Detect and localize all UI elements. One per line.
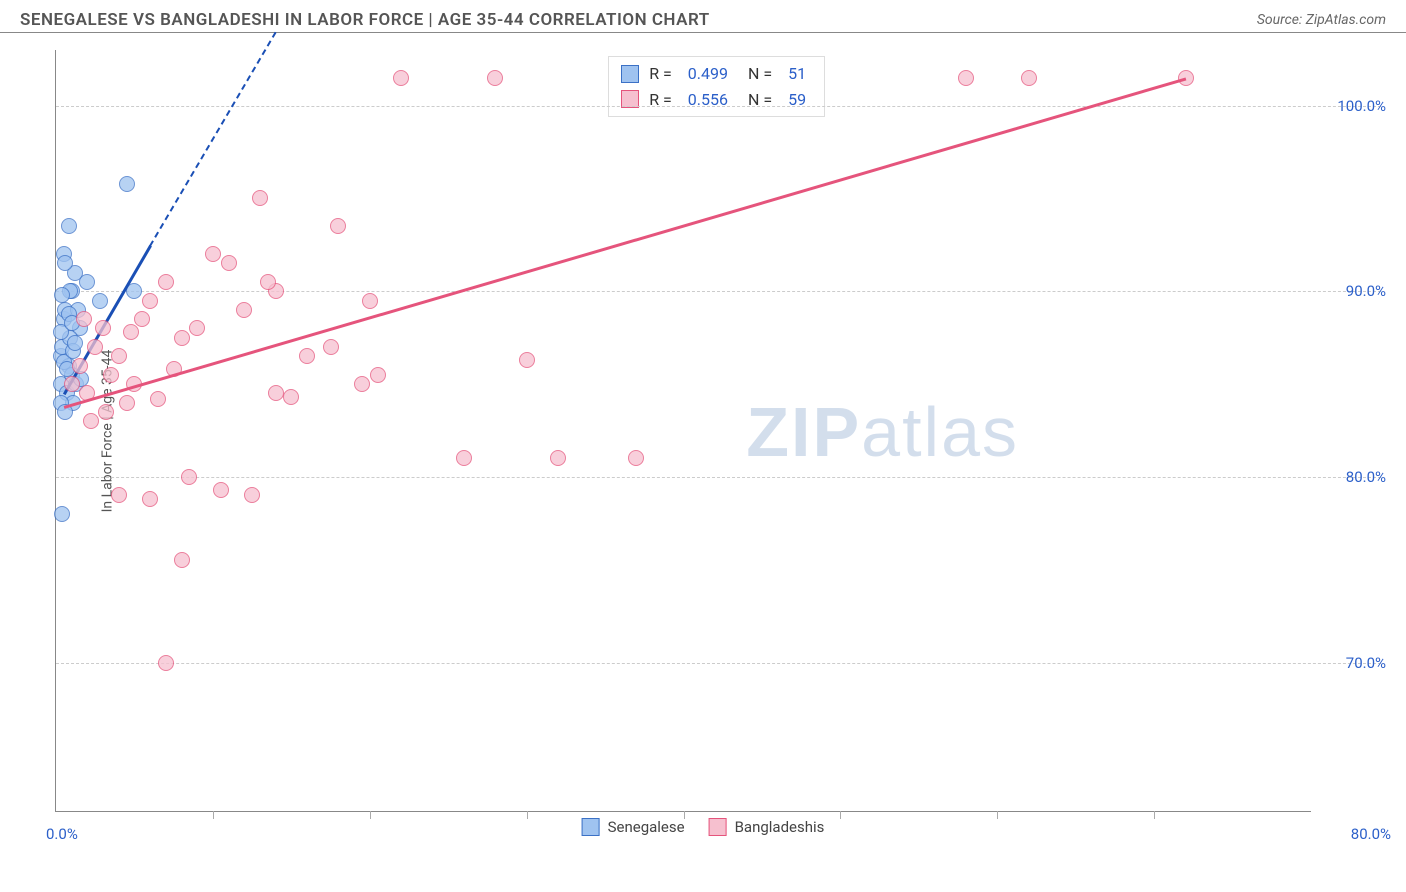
data-point xyxy=(103,367,119,383)
stat-label: N = xyxy=(744,87,772,113)
data-point xyxy=(244,487,260,503)
data-point xyxy=(354,376,370,392)
trend-line xyxy=(63,78,1185,409)
data-point xyxy=(205,246,221,262)
data-point xyxy=(393,70,409,86)
x-tick xyxy=(213,811,214,819)
data-point xyxy=(150,391,166,407)
legend-item: Bangladeshis xyxy=(709,818,825,836)
legend-item: Senegalese xyxy=(582,818,685,836)
data-point xyxy=(64,376,80,392)
data-point xyxy=(126,283,142,299)
stat-label: N = xyxy=(744,61,772,87)
data-point xyxy=(95,320,111,336)
data-point xyxy=(181,469,197,485)
n-value: 59 xyxy=(788,87,806,113)
chart-title: SENEGALESE VS BANGLADESHI IN LABOR FORCE… xyxy=(20,10,710,30)
legend-row: R = 0.499 N = 51 xyxy=(621,61,812,87)
data-point xyxy=(174,552,190,568)
gridline xyxy=(56,663,1381,664)
data-point xyxy=(213,482,229,498)
trend-line-dashed xyxy=(149,32,276,246)
data-point xyxy=(236,302,252,318)
data-point xyxy=(67,335,83,351)
data-point xyxy=(98,404,114,420)
x-tick xyxy=(370,811,371,819)
data-point xyxy=(158,655,174,671)
stat-label: R = xyxy=(649,87,672,113)
y-tick-label: 100.0% xyxy=(1337,97,1386,115)
x-axis-min-label: 0.0% xyxy=(46,825,78,843)
legend-swatch xyxy=(621,65,639,83)
data-point xyxy=(550,450,566,466)
data-point xyxy=(111,348,127,364)
y-tick-label: 90.0% xyxy=(1346,282,1386,300)
data-point xyxy=(189,320,205,336)
gridline xyxy=(56,106,1381,107)
x-tick xyxy=(527,811,528,819)
data-point xyxy=(456,450,472,466)
data-point xyxy=(487,70,503,86)
data-point xyxy=(958,70,974,86)
data-point xyxy=(370,367,386,383)
data-point xyxy=(111,487,127,503)
data-point xyxy=(1021,70,1037,86)
data-point xyxy=(283,389,299,405)
x-axis-max-label: 80.0% xyxy=(1351,825,1391,843)
legend-swatch xyxy=(582,818,600,836)
data-point xyxy=(268,385,284,401)
data-point xyxy=(57,255,73,271)
scatter-chart: In Labor Force | Age 35-44 0.0% 80.0% ZI… xyxy=(55,50,1311,812)
data-point xyxy=(252,190,268,206)
correlation-legend: R = 0.499 N = 51 R = 0.556 N = 59 xyxy=(608,56,825,117)
legend-row: R = 0.556 N = 59 xyxy=(621,87,812,113)
data-point xyxy=(323,339,339,355)
gridline xyxy=(56,477,1381,478)
legend-swatch xyxy=(709,818,727,836)
r-value: 0.499 xyxy=(688,61,728,87)
chart-header: SENEGALESE VS BANGLADESHI IN LABOR FORCE… xyxy=(0,0,1406,33)
x-tick xyxy=(997,811,998,819)
data-point xyxy=(83,413,99,429)
data-point xyxy=(54,506,70,522)
data-point xyxy=(158,274,174,290)
legend-label: Bangladeshis xyxy=(735,818,825,836)
x-tick xyxy=(840,811,841,819)
legend-label: Senegalese xyxy=(608,818,685,836)
data-point xyxy=(330,218,346,234)
stat-label: R = xyxy=(649,61,672,87)
y-tick-label: 80.0% xyxy=(1346,468,1386,486)
x-tick xyxy=(1154,811,1155,819)
data-point xyxy=(519,352,535,368)
data-point xyxy=(260,274,276,290)
data-point xyxy=(628,450,644,466)
data-point xyxy=(92,293,108,309)
watermark: ZIPatlas xyxy=(746,392,1019,472)
data-point xyxy=(76,311,92,327)
data-point xyxy=(54,287,70,303)
series-legend: Senegalese Bangladeshis xyxy=(582,818,825,836)
data-point xyxy=(142,491,158,507)
r-value: 0.556 xyxy=(688,87,728,113)
y-tick-label: 70.0% xyxy=(1346,654,1386,672)
data-point xyxy=(142,293,158,309)
data-point xyxy=(79,274,95,290)
n-value: 51 xyxy=(788,61,806,87)
data-point xyxy=(119,176,135,192)
chart-source: Source: ZipAtlas.com xyxy=(1257,12,1386,28)
data-point xyxy=(72,358,88,374)
data-point xyxy=(61,218,77,234)
gridline xyxy=(56,291,1381,292)
data-point xyxy=(87,339,103,355)
data-point xyxy=(174,330,190,346)
data-point xyxy=(299,348,315,364)
data-point xyxy=(123,324,139,340)
data-point xyxy=(119,395,135,411)
data-point xyxy=(221,255,237,271)
data-point xyxy=(362,293,378,309)
data-point xyxy=(134,311,150,327)
